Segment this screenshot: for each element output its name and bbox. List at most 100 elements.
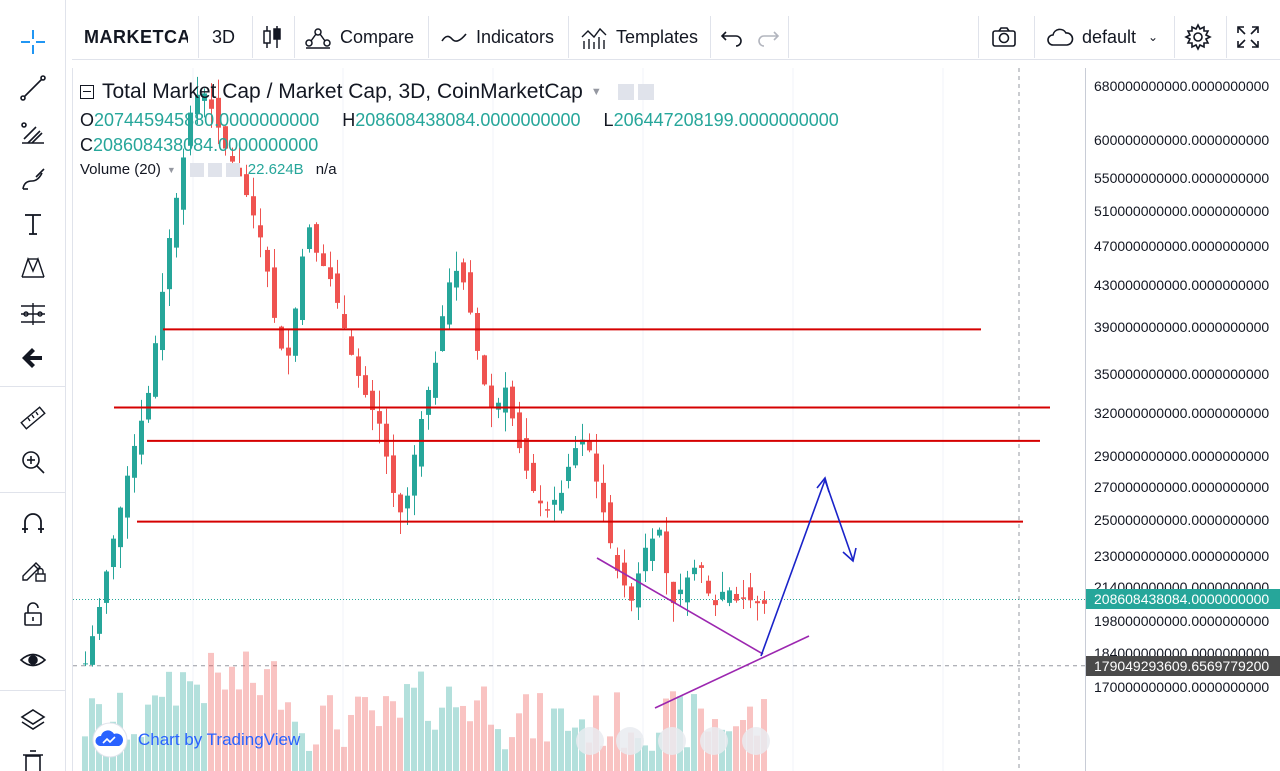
interval-button[interactable]: 3D	[212, 26, 236, 47]
candle-body	[167, 238, 172, 290]
price-axis[interactable]: 680000000000.0000000000 600000000000.0000…	[1085, 68, 1280, 771]
volume-eye-icon[interactable]	[189, 162, 204, 177]
volume-bar	[418, 671, 424, 771]
candle-body	[356, 356, 361, 376]
reset-chart-button[interactable]	[658, 727, 686, 755]
compare-button[interactable]: Compare	[304, 14, 414, 60]
templates-label: Templates	[616, 26, 699, 47]
chevron-down-icon[interactable]: ▼	[590, 86, 602, 98]
tradingview-cloud-icon	[92, 722, 128, 758]
volume-bar	[481, 686, 487, 771]
candle-body	[608, 502, 613, 544]
trend-line-icon[interactable]	[10, 68, 56, 108]
chart-pane[interactable]	[72, 68, 1085, 771]
volume-close-icon[interactable]	[225, 162, 240, 177]
volume-bar	[152, 695, 158, 771]
scroll-left-button[interactable]	[576, 727, 604, 755]
eye-icon[interactable]	[10, 640, 56, 680]
volume-bar	[397, 717, 403, 771]
templates-button[interactable]: Templates	[580, 14, 698, 60]
candle-body	[335, 273, 340, 303]
candle-body	[636, 573, 641, 608]
zoom-in-button[interactable]	[700, 727, 728, 755]
candle-body	[265, 249, 270, 272]
settings-gear-icon[interactable]	[1184, 14, 1220, 60]
settings-small-icon[interactable]	[637, 84, 654, 100]
volume-bar	[264, 669, 270, 771]
volume-value: 22.624B	[247, 161, 304, 178]
volume-bar	[292, 721, 298, 771]
volume-bar	[278, 709, 284, 771]
back-arrow-icon[interactable]	[10, 338, 56, 378]
volume-bar	[488, 724, 494, 771]
layout-button[interactable]: default ⌄	[1046, 14, 1158, 60]
candle-body	[370, 390, 375, 411]
undo-icon[interactable]	[718, 14, 754, 60]
candle-body	[650, 538, 655, 561]
collapse-icon[interactable]	[80, 85, 94, 99]
candle-body	[202, 93, 207, 101]
symbol-search[interactable]: MARKETCAP	[84, 26, 188, 47]
chart-legend: Total Market Cap / Market Cap, 3D, CoinM…	[80, 80, 839, 178]
candle-body	[419, 418, 424, 467]
candle-body	[671, 581, 676, 604]
trash-icon[interactable]	[10, 742, 56, 771]
ruler-icon[interactable]	[10, 398, 56, 438]
zoom-out-button[interactable]	[616, 727, 644, 755]
volume-bar	[250, 682, 256, 771]
candle-body	[587, 441, 592, 451]
redo-icon[interactable]	[754, 14, 790, 60]
candle-body	[692, 567, 697, 575]
low-key: L	[603, 110, 614, 130]
volume-bar	[509, 737, 515, 771]
candle-body	[300, 256, 305, 321]
crosshair-price-tag: 179049293609.6569779200	[1086, 655, 1280, 676]
volume-bar	[656, 732, 662, 771]
brush-icon[interactable]	[10, 160, 56, 200]
candle-body	[699, 565, 704, 568]
volume-bar	[425, 720, 431, 771]
candles-icon[interactable]	[258, 14, 294, 60]
eye-toggle-icon[interactable]	[617, 84, 634, 100]
crosshair-icon[interactable]	[10, 22, 56, 62]
candle-body	[209, 99, 214, 109]
volume-bar	[236, 689, 242, 771]
volume-bar	[621, 747, 627, 771]
volume-bar	[362, 697, 368, 771]
volume-bar	[544, 741, 550, 771]
magnet-icon[interactable]	[10, 504, 56, 544]
price-axis-label: 290000000000.0000000000	[1094, 447, 1270, 464]
drawing-toolbar	[0, 0, 66, 771]
compare-icon	[305, 28, 331, 49]
camera-icon[interactable]	[990, 14, 1026, 60]
legend-title: Total Market Cap / Market Cap, 3D, CoinM…	[102, 80, 583, 103]
price-axis-label: 270000000000.0000000000	[1094, 478, 1270, 495]
candle-body	[188, 112, 193, 146]
candle-body	[482, 355, 487, 385]
unlock-icon[interactable]	[10, 594, 56, 634]
volume-bar	[334, 729, 340, 771]
tradingview-watermark[interactable]: Chart by TradingView	[90, 722, 300, 758]
candle-body	[342, 314, 347, 329]
price-axis-label: 170000000000.0000000000	[1094, 679, 1270, 696]
watermark-text: Chart by TradingView	[138, 730, 301, 749]
candle-body	[678, 589, 683, 595]
fullscreen-icon[interactable]	[1234, 14, 1270, 60]
volume-bar	[159, 696, 165, 771]
indicators-button[interactable]: Indicators	[440, 14, 554, 60]
volume-settings-icon[interactable]	[207, 162, 222, 177]
candle-body	[111, 538, 116, 568]
candle-body	[594, 453, 599, 482]
volume-bar	[607, 736, 613, 771]
chevron-down-icon[interactable]: ▼	[166, 164, 176, 175]
measure-lines-icon[interactable]	[10, 294, 56, 334]
pattern-icon[interactable]	[10, 248, 56, 288]
fib-icon[interactable]	[10, 114, 56, 154]
layers-icon[interactable]	[10, 700, 56, 740]
scroll-right-button[interactable]	[742, 727, 770, 755]
zoom-in-icon[interactable]	[10, 442, 56, 482]
text-icon[interactable]	[10, 204, 56, 244]
volume-bar	[691, 694, 697, 771]
high-key: H	[342, 110, 356, 130]
lock-drawing-icon[interactable]	[10, 548, 56, 588]
